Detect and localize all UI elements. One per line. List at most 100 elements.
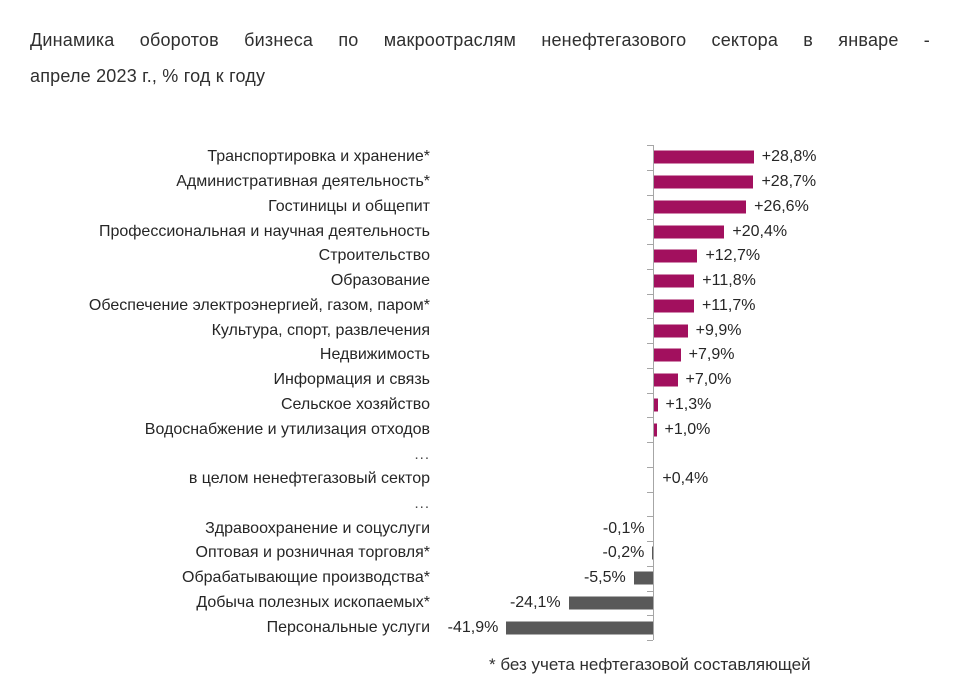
category-label: Строительство xyxy=(318,247,430,265)
bar-zone: -0,2% xyxy=(430,541,927,566)
axis-tick xyxy=(647,219,653,221)
chart-row: Здравоохранение и соцуслуги -0,1% xyxy=(30,516,927,541)
value-label: -24,1% xyxy=(509,593,561,611)
chart-footnote: * без учета нефтегазовой составляющей xyxy=(489,655,811,674)
negative-bar xyxy=(652,546,653,560)
chart-row: в целом ненефтегазовый сектор +0,4% xyxy=(30,467,927,492)
axis-tick xyxy=(647,367,653,369)
axis-tick xyxy=(647,615,653,617)
chart-row: Обеспечение электроэнергией, газом, паро… xyxy=(30,294,927,319)
axis-tick xyxy=(647,244,653,245)
axis-tick xyxy=(647,392,653,394)
positive-bar xyxy=(653,274,695,288)
category-label: Добыча полезных ископаемых* xyxy=(196,593,430,611)
chart-row: ... xyxy=(30,442,927,467)
category-label: Оптовая и розничная торговля* xyxy=(195,544,430,562)
value-label: +0,4% xyxy=(662,470,709,488)
chart-row: Оптовая и розничная торговля* -0,2% xyxy=(30,541,927,566)
chart-row: ... xyxy=(30,492,927,517)
positive-bar xyxy=(653,200,747,214)
positive-bar xyxy=(653,150,754,164)
chart-row: Сельское хозяйство +1,3% xyxy=(30,393,927,418)
chart-title-line-1: Динамика оборотов бизнеса по макроотрасл… xyxy=(30,30,930,50)
category-label: ... xyxy=(414,495,430,513)
axis-tick xyxy=(647,268,653,270)
axis-tick xyxy=(647,442,653,443)
bar-zone: +11,7% xyxy=(430,294,927,319)
value-label: -0,1% xyxy=(602,519,645,537)
positive-bar xyxy=(653,225,725,239)
positive-bar xyxy=(653,423,657,437)
chart-row: Гостиницы и общепит +26,6% xyxy=(30,195,927,220)
bar-zone: +11,8% xyxy=(430,269,927,294)
axis-tick xyxy=(647,293,653,295)
category-label: Транспортировка и хранение* xyxy=(207,148,430,166)
positive-bar xyxy=(653,398,658,412)
axis-tick xyxy=(647,169,653,171)
axis-tick xyxy=(647,318,653,320)
bar-zone: -0,1% xyxy=(430,516,927,541)
negative-bar xyxy=(568,596,653,610)
axis-tick xyxy=(647,466,653,468)
category-label: Информация и связь xyxy=(273,371,430,389)
value-label: +7,9% xyxy=(688,346,735,364)
chart-row: Персональные услуги -41,9% xyxy=(30,615,927,640)
category-label: Водоснабжение и утилизация отходов xyxy=(144,420,430,438)
bar-zone xyxy=(430,492,927,517)
bar-chart: Транспортировка и хранение* +28,8% Админис… xyxy=(30,145,927,641)
chart-row: Водоснабжение и утилизация отходов +1,0% xyxy=(30,417,927,442)
category-label: Персональные услуги xyxy=(266,618,430,636)
axis-tick xyxy=(647,640,653,641)
positive-bar xyxy=(653,299,694,313)
chart-row: Недвижимость +7,9% xyxy=(30,343,927,368)
chart-row: Административная деятельность* +28,7% xyxy=(30,170,927,195)
value-label: -5,5% xyxy=(583,569,626,587)
bar-zone: +28,7% xyxy=(430,170,927,195)
chart-row: Добыча полезных ископаемых* -24,1% xyxy=(30,591,927,616)
value-label: +11,7% xyxy=(701,296,756,314)
bar-zone: +1,0% xyxy=(430,417,927,442)
bar-zone: -41,9% xyxy=(430,615,927,640)
category-label: Культура, спорт, развлечения xyxy=(211,321,430,339)
value-label: +28,7% xyxy=(761,173,817,191)
chart-title-line-2: апреле 2023 г., % год к году xyxy=(30,66,266,86)
axis-line xyxy=(653,145,654,640)
chart-row: Образование +11,8% xyxy=(30,269,927,294)
bar-zone xyxy=(430,442,927,467)
axis-tick xyxy=(647,194,653,196)
chart-row: Профессиональная и научная деятельность +… xyxy=(30,219,927,244)
bar-zone: +12,7% xyxy=(430,244,927,269)
category-label: в целом ненефтегазовый сектор xyxy=(188,470,430,488)
bar-zone: +20,4% xyxy=(430,219,927,244)
category-label: Обеспечение электроэнергией, газом, паро… xyxy=(88,296,430,314)
chart-row: Обрабатывающие производства* -5,5% xyxy=(30,566,927,591)
chart-row: Информация и связь +7,0% xyxy=(30,368,927,393)
positive-bar xyxy=(653,348,681,362)
axis-tick xyxy=(647,343,653,344)
category-label: Здравоохранение и соцуслуги xyxy=(205,519,430,537)
value-label: -0,2% xyxy=(602,544,645,562)
bar-zone: -5,5% xyxy=(430,566,927,591)
positive-bar xyxy=(653,373,678,387)
positive-bar xyxy=(653,175,754,189)
chart-row: Строительство +12,7% xyxy=(30,244,927,269)
bar-zone: +28,8% xyxy=(430,145,927,170)
axis-tick xyxy=(647,491,653,493)
value-label: +9,9% xyxy=(695,321,742,339)
category-label: Сельское хозяйство xyxy=(280,395,430,413)
bar-zone: +7,0% xyxy=(430,368,927,393)
value-label: -41,9% xyxy=(447,618,499,636)
bar-zone: +9,9% xyxy=(430,318,927,343)
chart-title: Динамика оборотов бизнеса по макроотрасл… xyxy=(30,22,930,94)
chart-row: Культура, спорт, развлечения +9,9% xyxy=(30,318,927,343)
axis-tick xyxy=(647,145,653,146)
value-label: +1,3% xyxy=(665,395,712,413)
positive-bar xyxy=(653,324,688,338)
category-label: Недвижимость xyxy=(319,346,430,364)
axis-tick xyxy=(647,516,653,518)
axis-tick xyxy=(647,565,653,567)
negative-bar xyxy=(506,621,653,635)
value-label: +7,0% xyxy=(685,371,732,389)
value-label: +11,8% xyxy=(702,272,756,290)
